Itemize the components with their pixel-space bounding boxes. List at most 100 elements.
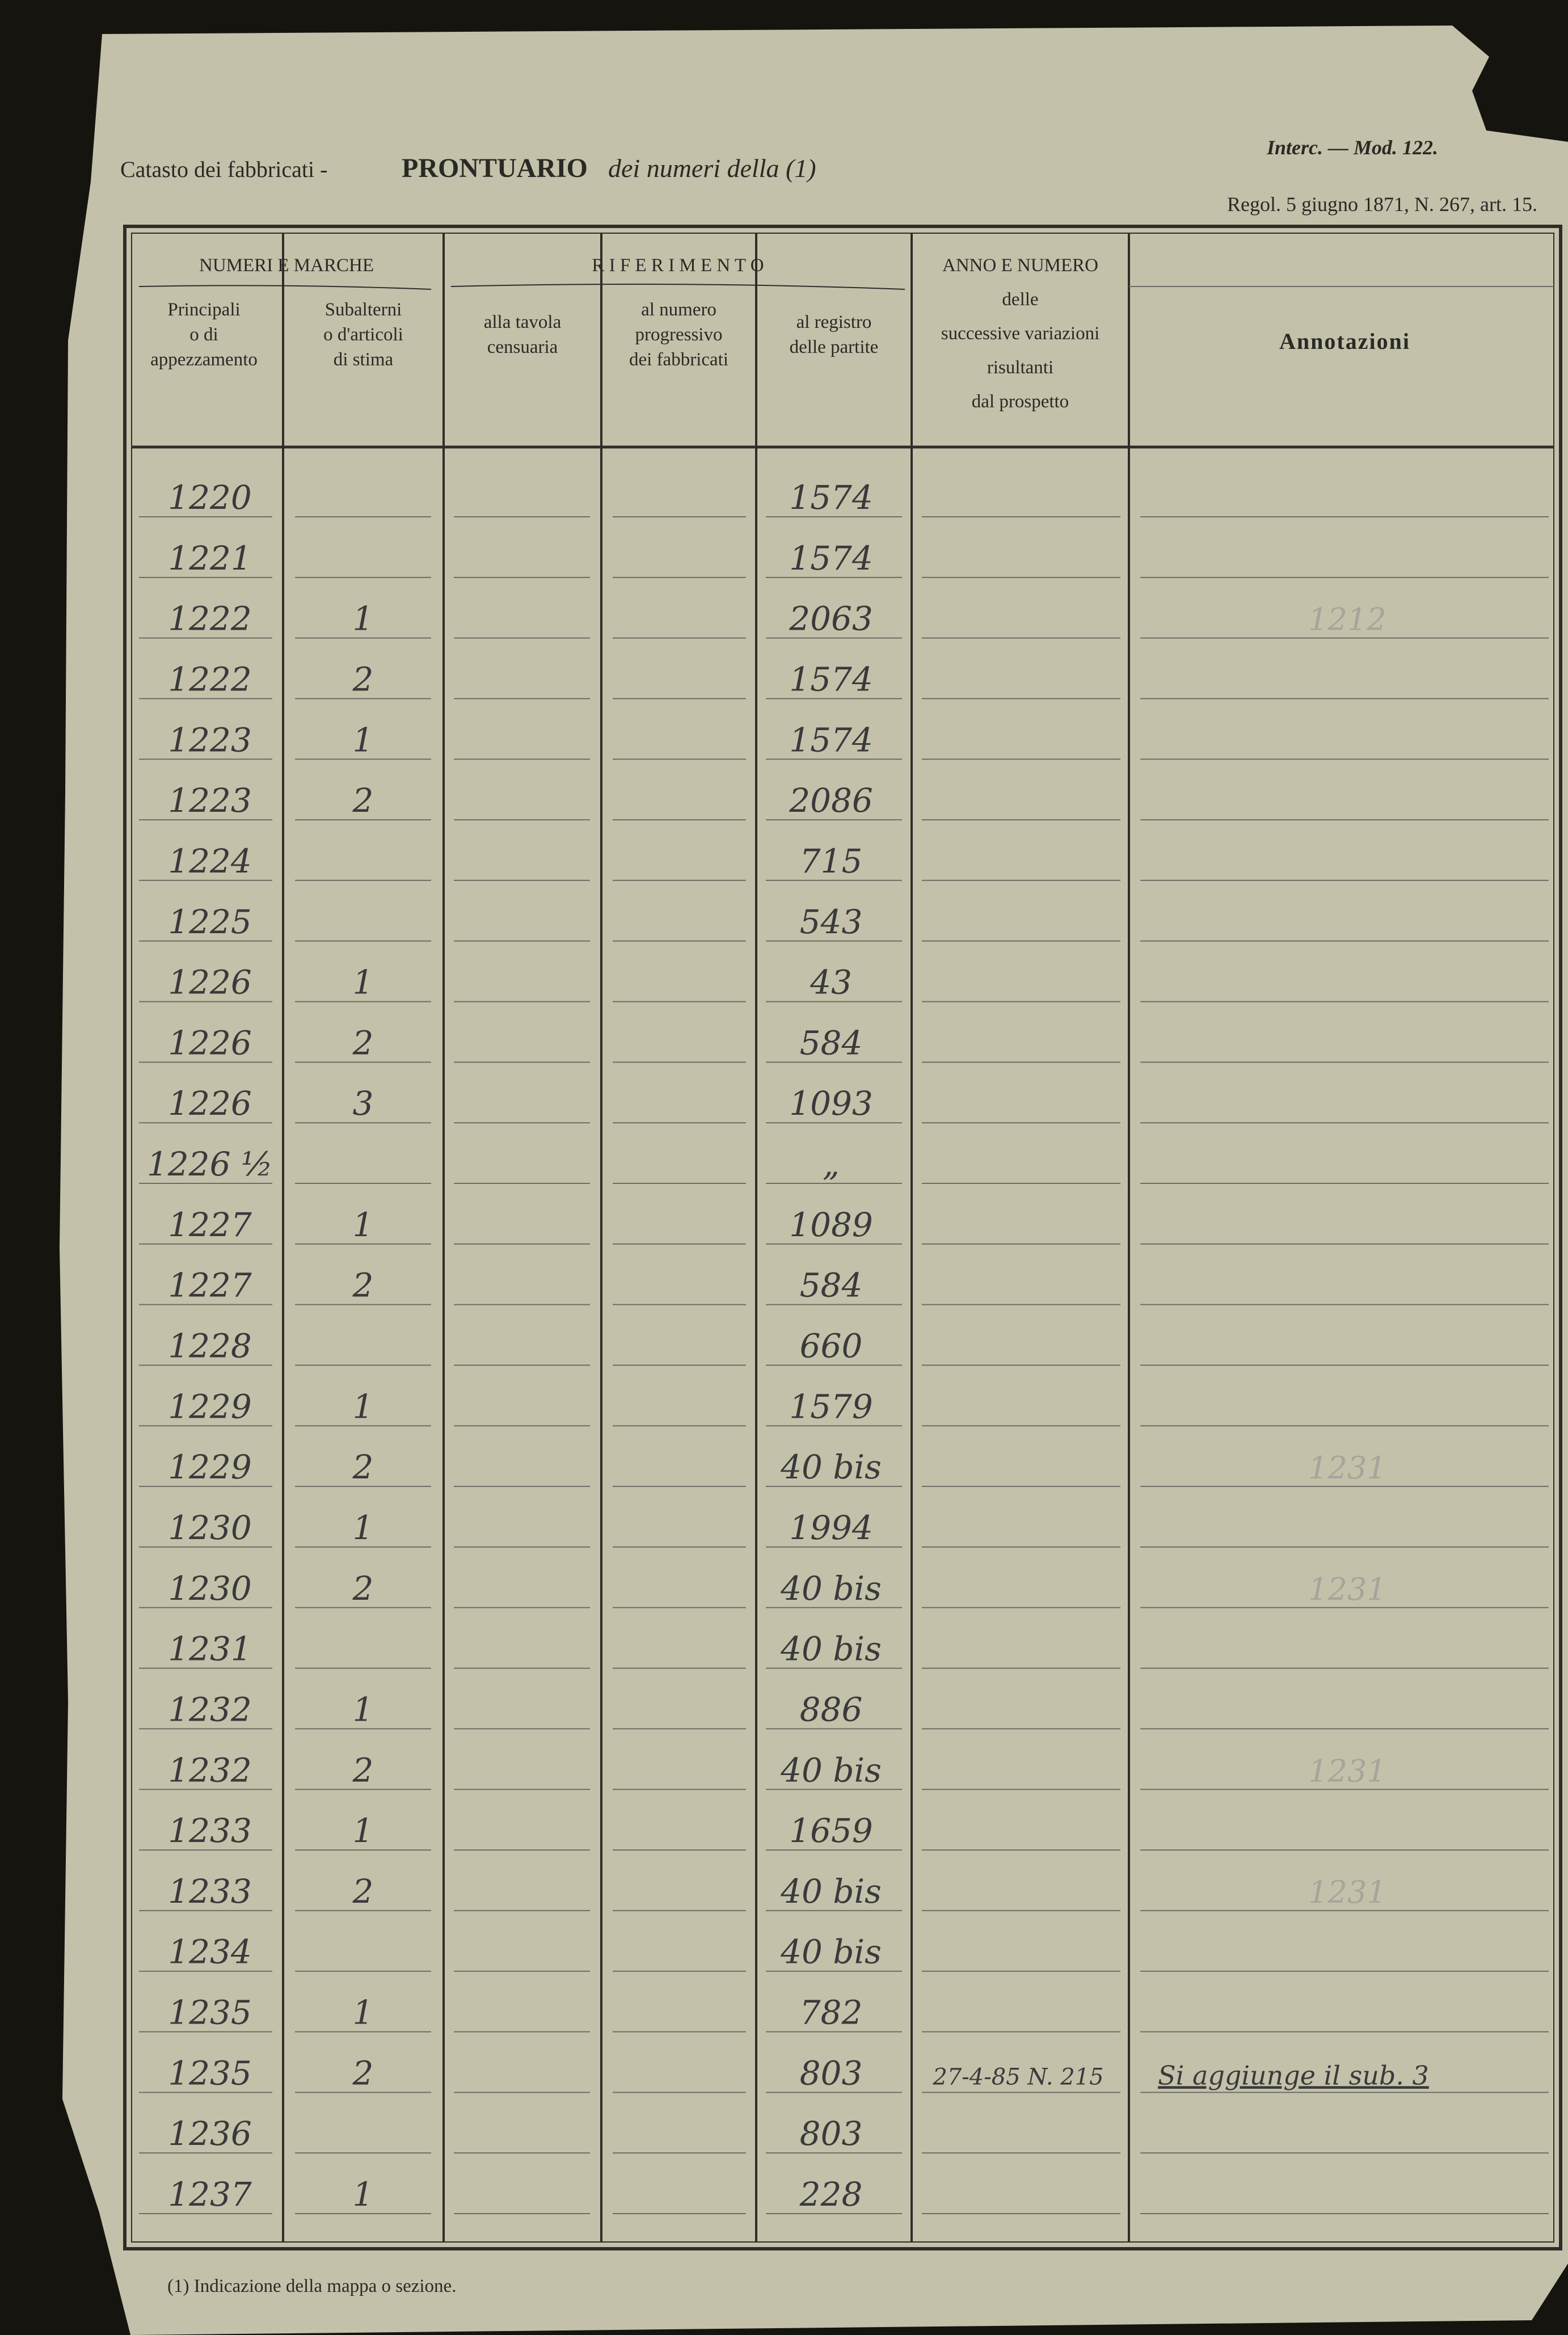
- cell-principale: 1232: [168, 1751, 252, 1789]
- cell-principale: 1220: [168, 478, 252, 517]
- paper: [60, 26, 1568, 2335]
- cell-principale: 1233: [168, 1811, 252, 1850]
- cell-subalterno: 2: [352, 660, 374, 698]
- cell-subalterno: 2: [352, 1023, 374, 1062]
- group-brace: [450, 284, 905, 290]
- column-header: progressivo: [635, 324, 723, 345]
- cell-principale: 1223: [168, 720, 252, 759]
- cell-principale: 1221: [168, 539, 252, 578]
- cell-registro: 782: [800, 1993, 863, 2032]
- column-header: di stima: [334, 349, 394, 370]
- cell-registro: 1093: [789, 1084, 873, 1123]
- cell-principale: 1237: [168, 2175, 252, 2214]
- cell-registro: 660: [800, 1327, 863, 1365]
- cell-annotazioni: 1231: [1308, 1874, 1386, 1910]
- cell-subalterno: 1: [353, 720, 374, 759]
- title-left: Catasto dei fabbricati -: [120, 157, 327, 182]
- cell-registro: 228: [799, 2175, 863, 2214]
- column-header: dal prospetto: [972, 391, 1069, 412]
- cell-registro: 43: [810, 963, 852, 1002]
- group-brace: [138, 285, 432, 290]
- cell-principale: 1226: [168, 1084, 252, 1123]
- cell-registro: 2063: [789, 600, 873, 638]
- cell-principale: 1228: [168, 1327, 252, 1365]
- cell-principale: 1227: [168, 1206, 252, 1244]
- cell-registro: 886: [800, 1690, 863, 1729]
- cell-principale: 1232: [168, 1690, 252, 1729]
- cell-registro: 584: [800, 1266, 863, 1305]
- group-header: R I F E R I M E N T O: [592, 255, 764, 276]
- cell-registro: 2086: [789, 781, 873, 820]
- cell-principale: 1226: [168, 963, 252, 1002]
- table-frame: [123, 225, 1562, 2250]
- column-header: delle: [1002, 289, 1038, 310]
- cell-registro: 1994: [789, 1508, 873, 1547]
- cell-principale: 1222: [168, 660, 252, 698]
- cell-principale: 1226: [168, 1023, 252, 1062]
- cell-principale: 1229: [168, 1448, 252, 1486]
- column-header: successive variazioni: [941, 323, 1099, 344]
- cell-principale: 1226 ½: [147, 1145, 273, 1183]
- cell-subalterno: 2: [352, 1751, 374, 1789]
- column-header: delle partite: [790, 337, 879, 357]
- cell-registro: 803: [800, 2114, 863, 2153]
- cell-principale: 1224: [168, 842, 252, 880]
- cell-registro: 40 bis: [780, 1872, 882, 1911]
- cell-registro: 40 bis: [780, 1569, 882, 1608]
- column-header: risultanti: [987, 357, 1053, 378]
- cell-principale: 1223: [168, 781, 252, 820]
- cell-principale: 1229: [168, 1387, 252, 1426]
- cell-principale: 1227: [168, 1266, 252, 1305]
- cell-registro: 40 bis: [780, 1630, 882, 1668]
- cell-subalterno: 1: [353, 600, 374, 638]
- column-header: censuaria: [487, 337, 558, 357]
- cell-subalterno: 2: [352, 1448, 374, 1486]
- column-header: o d'articoli: [323, 324, 403, 345]
- title-main: PRONTUARIO: [402, 153, 588, 183]
- model: Interc. — Mod. 122.: [1266, 136, 1438, 159]
- cell-registro: 803: [800, 2054, 863, 2092]
- cell-registro: 40 bis: [780, 1933, 882, 1971]
- group-header: NUMERI E MARCHE: [199, 255, 374, 276]
- cell-registro: 1089: [789, 1206, 873, 1244]
- cell-subalterno: 2: [352, 1872, 374, 1911]
- cell-registro: 40 bis: [780, 1751, 882, 1789]
- cell-annotazioni: 1212: [1308, 602, 1386, 638]
- cell-subalterno: 1: [353, 2175, 374, 2214]
- column-header: Annotazioni: [1279, 328, 1410, 354]
- table-frame-inner: [131, 233, 1554, 2243]
- cell-registro: 1574: [789, 720, 873, 759]
- cell-registro: 584: [800, 1023, 863, 1062]
- cell-subalterno: 1: [353, 1508, 374, 1547]
- cell-subalterno: 2: [352, 1266, 374, 1305]
- cell-subalterno: 1: [353, 1690, 374, 1729]
- column-header: dei fabbricati: [629, 349, 728, 370]
- cell-variazioni: 27-4-85 N. 215: [932, 2064, 1103, 2090]
- cell-principale: 1236: [168, 2114, 252, 2153]
- cell-registro: 715: [800, 842, 863, 880]
- cell-principale: 1231: [168, 1630, 252, 1668]
- cell-principale: 1235: [168, 2054, 252, 2092]
- cell-annotazioni: 1231: [1308, 1450, 1386, 1486]
- cell-principale: 1234: [168, 1933, 252, 1971]
- cell-subalterno: 1: [353, 1811, 374, 1850]
- cell-subalterno: 2: [352, 2054, 374, 2092]
- cell-principale: 1235: [168, 1993, 252, 2032]
- cell-annotazioni: Si aggiunge il sub. 3: [1158, 2060, 1429, 2090]
- cell-registro: „: [823, 1145, 840, 1183]
- column-header: ANNO E NUMERO: [942, 255, 1098, 276]
- column-header: al registro: [796, 312, 872, 332]
- regulation: Regol. 5 giugno 1871, N. 267, art. 15.: [1227, 193, 1537, 216]
- cell-principale: 1230: [168, 1569, 252, 1608]
- title-italic: dei numeri della (1): [608, 154, 816, 183]
- column-header: alla tavola: [484, 312, 562, 332]
- column-header: Subalterni: [325, 300, 402, 320]
- cell-subalterno: 2: [352, 781, 374, 820]
- cell-registro: 1579: [789, 1387, 873, 1426]
- cell-subalterno: 1: [353, 1387, 374, 1426]
- cell-subalterno: 3: [353, 1084, 374, 1123]
- cell-principale: 1225: [168, 903, 252, 941]
- texts: Catasto dei fabbricati - PRONTUARIO dei …: [120, 136, 1537, 2296]
